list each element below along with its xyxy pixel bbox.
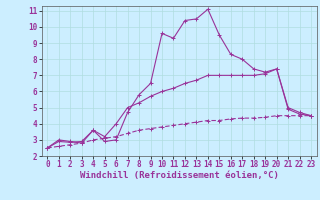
X-axis label: Windchill (Refroidissement éolien,°C): Windchill (Refroidissement éolien,°C) [80, 171, 279, 180]
